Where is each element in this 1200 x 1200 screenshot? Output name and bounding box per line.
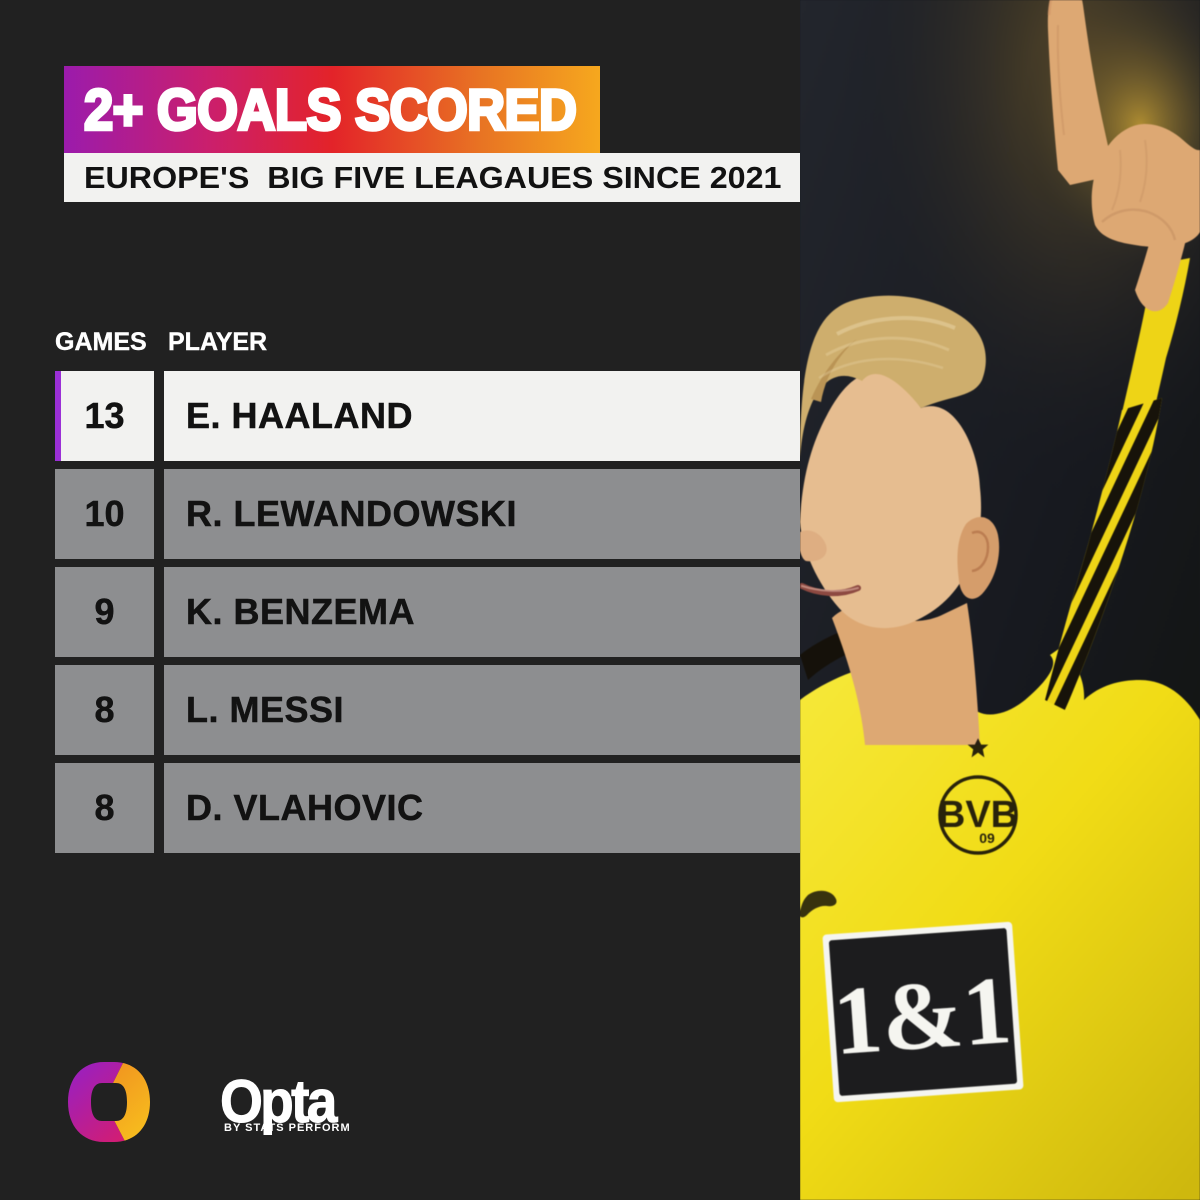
svg-text:09: 09: [979, 830, 995, 846]
svg-text:BVB: BVB: [938, 794, 1018, 836]
svg-text:1&1: 1&1: [830, 956, 1015, 1075]
